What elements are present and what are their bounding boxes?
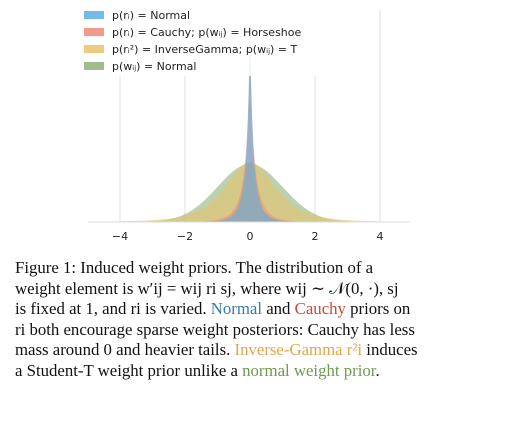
x-tick-label: −4 [112,230,128,243]
caption-line-1: Induced weight priors. The distribution … [80,258,374,277]
caption-label: Figure 1: [15,258,77,277]
x-tick-label: 2 [312,230,319,243]
legend-swatch [84,62,104,70]
x-tick-label: 4 [377,230,384,243]
legend-swatch [84,28,104,36]
legend: p(rᵢ) = Normal p(rᵢ) = Cauchy; p(wᵢⱼ) = H… [78,6,326,76]
x-tick-label: 0 [247,230,254,243]
density-chart: −4 −2 0 2 4 p(rᵢ) = Normal p(rᵢ) = Cauchy; p(… [78,6,410,243]
caption-line-5a: mass around 0 and heavier tails. [15,340,231,360]
caption-line-3b: priors on [350,299,411,319]
caption-and-word: and [266,299,291,319]
legend-swatch [84,11,104,19]
caption-line-4: ri both encourage sparse weight posterio… [15,319,415,339]
x-tick-label: −2 [177,230,193,243]
figure-caption: Figure 1: Induced weight priors. The dis… [15,258,497,382]
legend-background [78,6,326,76]
caption-inverse-gamma-phrase: Inverse-Gamma r²i [234,340,363,360]
caption-line-5b: induces [366,340,418,360]
legend-swatch [84,45,104,53]
legend-entry-label: p(rᵢ²) = InverseGamma; p(wᵢⱼ) = T [112,43,297,56]
caption-normal-weight-prior-phrase: normal weight prior [242,360,376,380]
caption-cauchy-word: Cauchy [294,299,346,319]
caption-line-3a: is fixed at 1, and ri is varied. [15,299,207,319]
caption-period: . [375,360,380,380]
legend-entry-label: p(rᵢ) = Normal [112,9,190,22]
caption-line-2: weight element is w′ij = wij ri sj, wher… [15,278,399,298]
legend-entry-label: p(wᵢⱼ) = Normal [112,60,196,73]
caption-normal-word: Normal [210,299,263,319]
weight-prior-figure: −4 −2 0 2 4 p(rᵢ) = Normal p(rᵢ) = Cauchy; p(… [78,6,410,243]
legend-entry-label: p(rᵢ) = Cauchy; p(wᵢⱼ) = Horseshoe [112,26,302,39]
caption-line-6a: a Student-T weight prior unlike a [15,360,238,380]
